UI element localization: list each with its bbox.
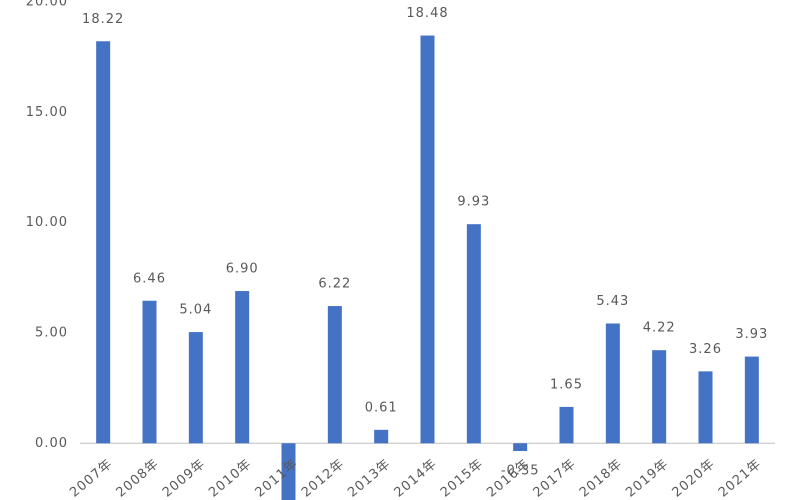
bar — [374, 429, 389, 444]
value-label: 18.48 — [406, 6, 448, 21]
bar — [235, 291, 250, 444]
value-label: 5.43 — [596, 294, 629, 309]
bar — [605, 323, 620, 444]
value-label: 6.90 — [226, 262, 259, 277]
value-label: 4.22 — [643, 321, 676, 336]
bar — [559, 406, 574, 444]
value-label: 6.46 — [133, 271, 166, 286]
y-tick-label: 5.00 — [35, 325, 68, 340]
value-label: 1.65 — [550, 377, 583, 392]
value-label: 6.22 — [318, 277, 351, 292]
bar — [420, 35, 435, 444]
bar — [281, 443, 296, 500]
bar — [188, 332, 203, 444]
y-tick-label: 10.00 — [26, 215, 68, 230]
bar — [513, 443, 528, 452]
bar — [652, 350, 667, 444]
value-label: 3.93 — [735, 327, 768, 342]
bar — [698, 371, 713, 444]
value-label: 0.61 — [365, 400, 398, 415]
bar — [327, 306, 342, 444]
value-label: -0.35 — [501, 464, 540, 479]
value-label: 9.93 — [457, 195, 490, 210]
value-label: 5.04 — [179, 303, 212, 318]
y-tick-label: 0.00 — [35, 436, 68, 451]
bar — [96, 41, 111, 444]
bar — [142, 300, 157, 444]
bar — [744, 356, 759, 444]
value-label: 18.22 — [82, 12, 124, 27]
y-tick-label: 15.00 — [26, 105, 68, 120]
bar — [466, 224, 481, 444]
value-label: 3.26 — [689, 342, 722, 357]
y-tick-label: 20.00 — [26, 0, 68, 10]
